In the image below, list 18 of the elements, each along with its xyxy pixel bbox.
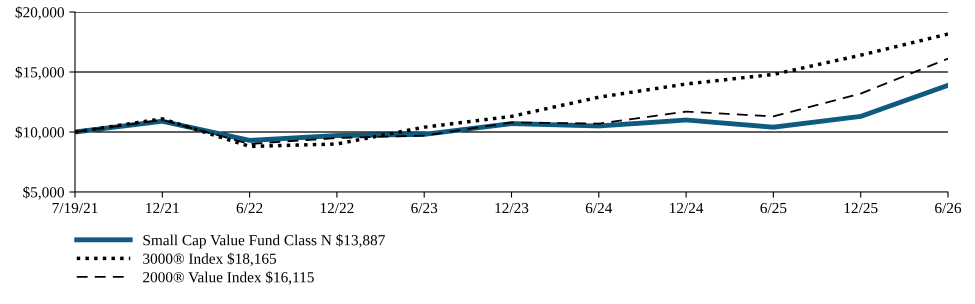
x-tick-label: 6/26 bbox=[935, 202, 962, 214]
x-tick-label: 7/19/21 bbox=[52, 202, 98, 214]
x-tick-label: 12/24 bbox=[670, 202, 704, 214]
x-tick-label: 6/25 bbox=[760, 202, 786, 214]
x-tick-label: 12/23 bbox=[495, 202, 528, 214]
x-tick-label: 6/24 bbox=[586, 202, 612, 214]
legend-label: 2000® Value Index $16,115 bbox=[143, 271, 314, 285]
x-tick-label: 12/21 bbox=[146, 202, 179, 214]
x-tick-label: 12/25 bbox=[844, 202, 878, 214]
x-tick-label: 12/22 bbox=[320, 202, 354, 214]
y-tick-label: $5,000 bbox=[23, 186, 64, 200]
legend-label: Small Cap Value Fund Class N $13,887 bbox=[143, 234, 385, 248]
y-tick-label: $15,000 bbox=[16, 66, 64, 80]
y-tick-label: $10,000 bbox=[16, 126, 64, 140]
legend-label: 3000® Index $18,165 bbox=[143, 252, 276, 266]
x-tick-label: 6/22 bbox=[236, 202, 262, 214]
x-tick-label: 6/23 bbox=[411, 202, 438, 214]
y-tick-label: $20,000 bbox=[16, 6, 64, 20]
